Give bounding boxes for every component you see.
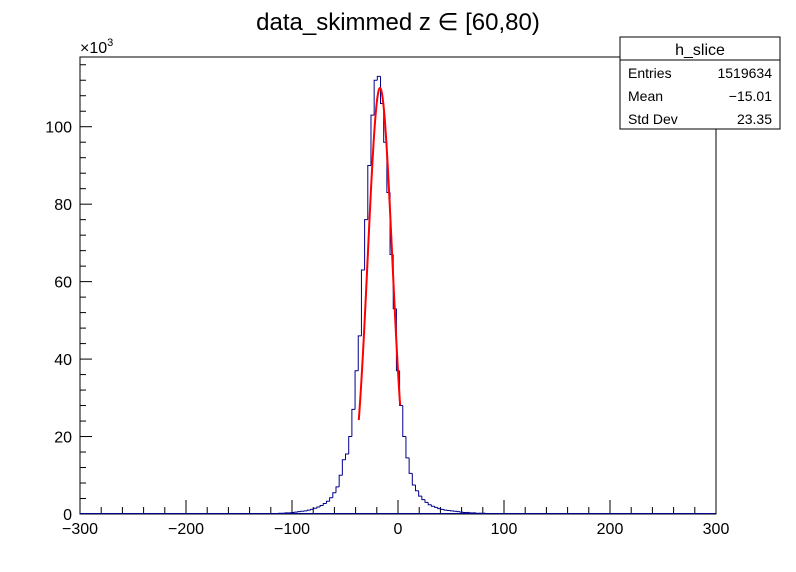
- histogram-bin: [360, 269, 365, 336]
- stats-box-title: h_slice: [675, 42, 725, 59]
- histogram-bin: [335, 486, 340, 493]
- histogram-bin: [351, 408, 356, 437]
- stats-entries-label: Entries: [628, 65, 672, 81]
- stats-entries-value: 1519634: [717, 65, 772, 81]
- fit-series: [357, 86, 402, 421]
- histogram-bin: [348, 436, 352, 454]
- x-tick-label: 100: [491, 521, 518, 538]
- stats-mean-value: −15.01: [729, 88, 772, 104]
- histogram-bin: [408, 457, 413, 474]
- histogram-bin: [434, 506, 438, 508]
- x-tick-label: 0: [394, 521, 403, 538]
- stats-mean-label: Mean: [628, 88, 663, 104]
- histogram-bin: [430, 504, 435, 507]
- histogram-bin: [440, 508, 445, 510]
- histogram-bin: [443, 509, 448, 511]
- stats-box: h_slice Entries 1519634 Mean −15.01 Std …: [619, 36, 781, 130]
- gaussian-fit-line: [357, 86, 402, 421]
- histogram-bin: [364, 219, 368, 271]
- histogram-bin: [427, 502, 432, 506]
- histogram-bin: [405, 436, 410, 459]
- stats-stddev-label: Std Dev: [628, 111, 678, 127]
- x-axis: −300 −200 −100 0 100 200 300: [62, 500, 729, 538]
- y-tick-label: 60: [54, 275, 72, 292]
- y-multiplier-label: ×103: [80, 37, 113, 57]
- stats-box-frame: [619, 36, 781, 130]
- histogram-bin: [338, 474, 343, 487]
- histogram-bin: [306, 509, 311, 511]
- histogram-bin: [414, 484, 419, 492]
- y-tick-label: 0: [63, 507, 72, 524]
- x-tick-label: −100: [274, 521, 310, 538]
- histogram-bin: [325, 500, 330, 504]
- histogram-bin: [329, 497, 333, 502]
- histogram-bin: [367, 164, 371, 220]
- histogram-bin: [411, 473, 416, 486]
- x-tick-label: 300: [703, 521, 730, 538]
- histogram-bin: [313, 507, 317, 510]
- histogram-bin: [357, 335, 362, 371]
- histogram-bin: [402, 405, 406, 438]
- y-axis: 0 20 40 60 80 100: [45, 64, 92, 524]
- histogram-bin: [418, 490, 422, 497]
- x-tick-label: −300: [62, 521, 98, 538]
- y-tick-label: 100: [45, 120, 72, 137]
- y-tick-label: 40: [54, 352, 72, 369]
- histogram-bin: [319, 504, 324, 508]
- histogram-bin: [341, 459, 346, 476]
- histogram-bin: [316, 506, 321, 509]
- histogram-bin: [376, 75, 381, 81]
- chart-title: data_skimmed z ∈ [60,80): [256, 9, 540, 36]
- histogram-bin: [310, 508, 314, 511]
- x-tick-label: 200: [597, 521, 624, 538]
- histogram-series: [80, 75, 716, 515]
- histogram-bin: [332, 492, 336, 498]
- histogram-bin: [322, 503, 327, 506]
- histogram-bin: [370, 114, 375, 166]
- y-tick-label: 20: [54, 430, 72, 447]
- histogram-bin: [345, 453, 349, 460]
- histogram-bin: [373, 79, 378, 116]
- histogram-bin: [424, 499, 429, 503]
- x-tick-label: −200: [168, 521, 204, 538]
- y-tick-label: 80: [54, 197, 72, 214]
- histogram-bin: [437, 507, 441, 510]
- stats-stddev-value: 23.35: [737, 111, 772, 127]
- histogram-bin: [421, 496, 426, 501]
- histogram-bin: [354, 370, 359, 410]
